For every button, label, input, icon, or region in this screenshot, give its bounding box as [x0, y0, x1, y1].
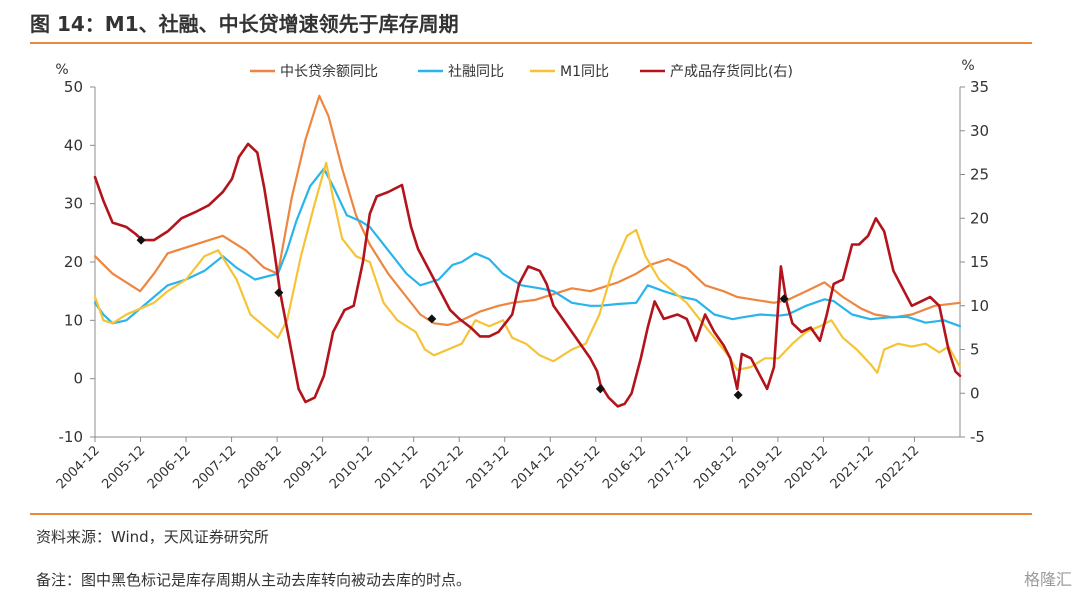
watermark: 格隆汇: [1023, 570, 1072, 589]
x-tick-label: 2019-12: [737, 443, 786, 492]
left-tick-label: -10: [59, 428, 84, 446]
series-line-inventory: [93, 142, 962, 408]
legend-label: M1同比: [560, 64, 609, 80]
x-tick-label: 2015-12: [555, 443, 604, 492]
source-rule: [30, 513, 1032, 515]
x-tick-label: 2021-12: [828, 443, 877, 492]
left-tick-label: 10: [64, 311, 83, 329]
left-tick-label: 40: [64, 136, 83, 154]
left-axis-unit: %: [55, 62, 68, 78]
x-tick-label: 2018-12: [691, 443, 740, 492]
right-tick-label: 20: [970, 209, 989, 227]
right-tick-label: 10: [970, 297, 989, 315]
right-tick-label: 25: [970, 166, 989, 184]
x-tick-label: 2014-12: [509, 443, 558, 492]
series-line-m1: [93, 161, 962, 374]
series-layer: [93, 94, 962, 408]
right-axis-unit: %: [961, 58, 974, 74]
marker-point: [136, 235, 146, 245]
legend-label: 产成品存货同比(右): [670, 63, 793, 80]
x-tick-label: 2017-12: [646, 443, 695, 492]
right-tick-label: 15: [970, 253, 989, 271]
left-tick-label: 50: [64, 78, 83, 96]
right-tick-label: 35: [970, 78, 989, 96]
left-tick-label: 30: [64, 195, 83, 213]
right-tick-label: 5: [970, 341, 980, 359]
x-tick-label: 2020-12: [782, 443, 831, 492]
series-line-mid-long-loans: [93, 94, 962, 327]
x-tick-label: 2007-12: [190, 443, 239, 492]
series-line-tsf: [93, 167, 962, 328]
marker-point: [595, 384, 605, 394]
legend: 中长贷余额同比 社融同比 M1同比 产成品存货同比(右): [250, 63, 793, 80]
x-tick-label: 2008-12: [236, 443, 285, 492]
right-tick-label: -5: [970, 428, 985, 446]
legend-label: 社融同比: [448, 64, 504, 80]
x-tick-label: 2016-12: [600, 443, 649, 492]
x-tick-label: 2010-12: [327, 443, 376, 492]
x-tick-label: 2009-12: [281, 443, 330, 492]
figure-title: 图 14：M1、社融、中长贷增速领先于库存周期: [30, 12, 459, 36]
right-tick-label: 30: [970, 122, 989, 140]
x-tick-label: 2005-12: [99, 443, 148, 492]
x-tick-label: 2006-12: [145, 443, 194, 492]
marker-point: [274, 288, 284, 298]
x-tick-label: 2013-12: [464, 443, 513, 492]
note-text: 备注：图中黑色标记是库存周期从主动去库转向被动去库的时点。: [36, 571, 472, 589]
x-tick-label: 2022-12: [873, 443, 922, 492]
title-rule: [30, 42, 1032, 44]
left-tick-label: 20: [64, 253, 83, 271]
marker-point: [779, 294, 789, 304]
marker-point: [427, 314, 437, 324]
legend-label: 中长贷余额同比: [280, 63, 378, 80]
x-tick-label: 2011-12: [372, 443, 421, 492]
left-tick-label: 0: [73, 370, 83, 388]
right-tick-label: 0: [970, 384, 980, 402]
marker-layer: [136, 235, 789, 400]
marker-point: [733, 390, 743, 400]
x-tick-label: 2004-12: [54, 443, 103, 492]
x-tick-label: 2012-12: [418, 443, 467, 492]
source-text: 资料来源：Wind，天风证券研究所: [36, 528, 269, 546]
